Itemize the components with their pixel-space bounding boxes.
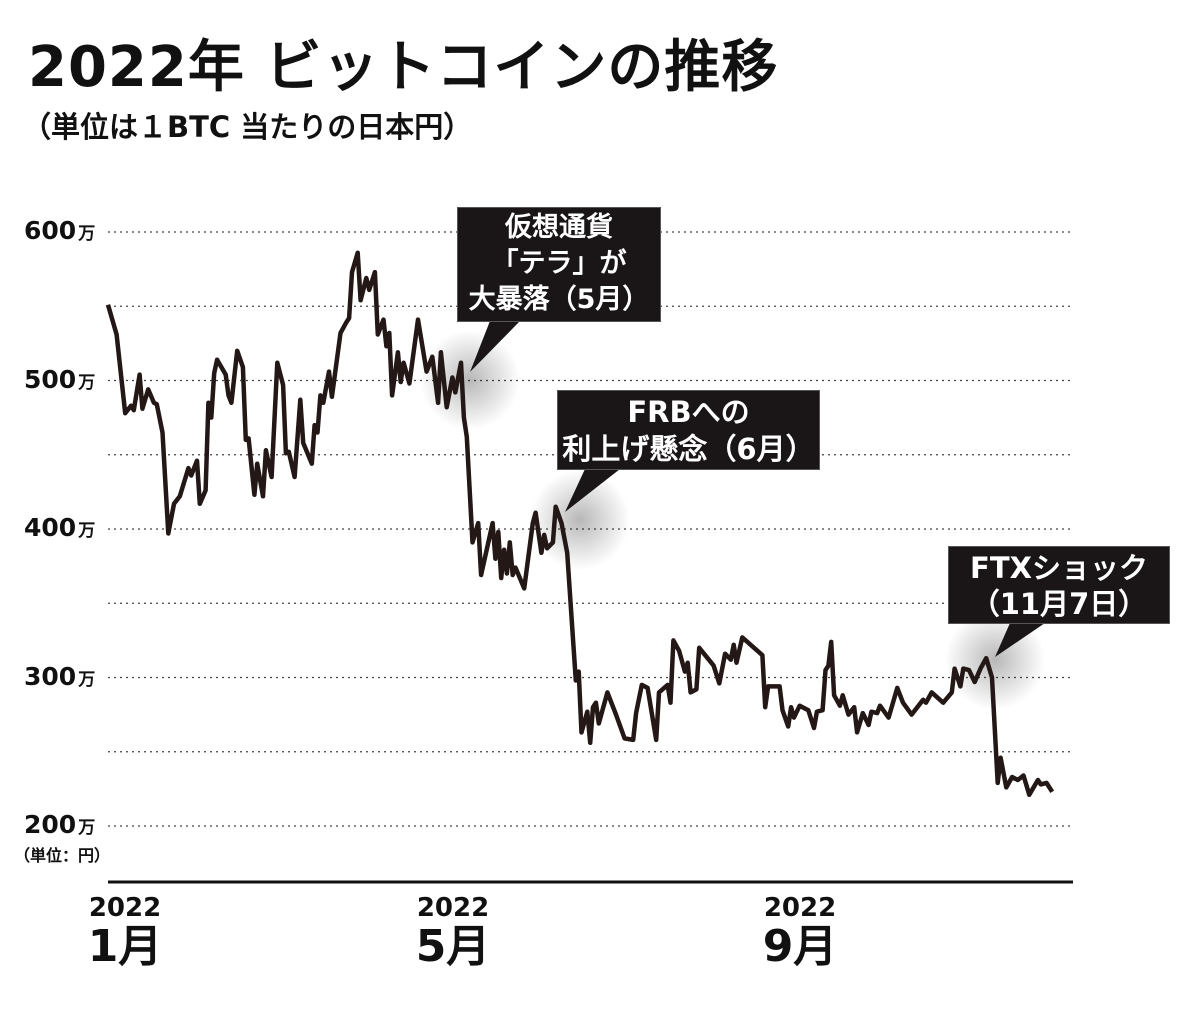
- callout-line: FTXショック: [970, 551, 1148, 585]
- y-tick-unit: 万: [78, 372, 96, 393]
- y-unit-label: （単位：円）: [14, 846, 111, 865]
- callout-line: 大暴落（5月）: [468, 284, 650, 315]
- callout-pointer: [470, 321, 520, 372]
- callout-pointer: [995, 623, 1045, 657]
- y-tick-number: 600: [24, 216, 77, 246]
- y-tick-unit: 万: [78, 818, 96, 839]
- y-tick-label: 400 万: [24, 513, 95, 542]
- x-tick-label: 2022 5月: [393, 893, 513, 971]
- chart-subtitle: （単位は１BTC 当たりの日本円）: [22, 110, 473, 144]
- y-tick-number: 500: [24, 364, 77, 394]
- x-tick-label: 2022 9月: [740, 893, 860, 971]
- y-tick-label: 500 万: [24, 365, 95, 394]
- callout-ftx-shock: FTXショック （11月7日）: [948, 546, 1170, 624]
- x-tick-month: 9月: [762, 921, 838, 972]
- callout-pointer: [565, 469, 620, 512]
- chart-title: 2022年 ビットコインの推移: [28, 35, 779, 100]
- y-tick-number: 300: [24, 661, 77, 691]
- y-tick-unit: 万: [78, 224, 96, 245]
- y-tick-label: 300 万: [24, 662, 95, 691]
- y-tick-number: 400: [24, 513, 77, 543]
- x-tick-month: 5月: [415, 921, 491, 972]
- callout-line: 利上げ懸念（6月）: [562, 432, 815, 466]
- x-tick-month: 1月: [87, 921, 163, 972]
- y-tick-unit: 万: [78, 669, 96, 690]
- callout-line: （11月7日）: [970, 587, 1148, 621]
- callout-terra-crash: 仮想通貨 「テラ」が 大暴落（5月）: [457, 207, 661, 322]
- x-tick-year: 2022: [416, 893, 490, 923]
- x-tick-label: 2022 1月: [65, 893, 185, 971]
- x-tick-year: 2022: [88, 893, 162, 923]
- y-tick-number: 200: [24, 810, 77, 840]
- series-line-btc-jpy: [105, 250, 1055, 798]
- y-tick-label: 200 万: [24, 810, 95, 839]
- y-tick-label: 600 万: [24, 216, 95, 245]
- highlight-glow: [530, 470, 630, 570]
- x-tick-year: 2022: [763, 893, 837, 923]
- callout-frb-rate-hike: FRBへの 利上げ懸念（6月）: [557, 390, 820, 470]
- callout-line: FRBへの: [627, 395, 750, 429]
- y-tick-unit: 万: [78, 521, 96, 542]
- callout-line: 「テラ」が: [491, 248, 627, 279]
- callout-line: 仮想通貨: [505, 212, 613, 243]
